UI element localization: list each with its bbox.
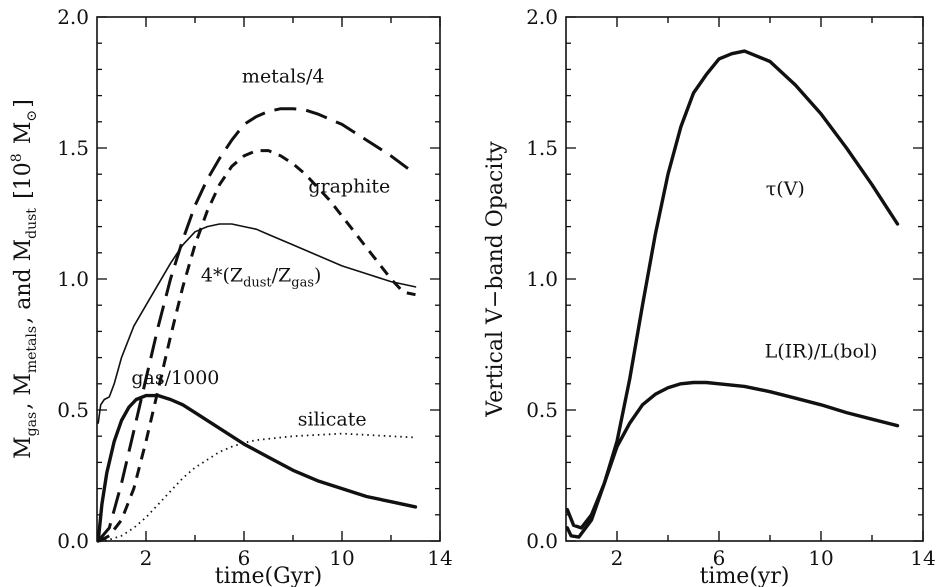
left-label-zratio: 4*(Zdust/Zgas) — [201, 265, 322, 291]
right-x-axis-title: time(yr) — [700, 564, 790, 587]
right-label-lir: L(IR)/L(bol) — [765, 341, 878, 363]
right-panel: 2 6 10 14 0.0 0.5 1.0 1.5 2.0 time(yr) Vertical V−… — [483, 5, 936, 587]
left-x-tick-label: 6 — [238, 546, 251, 570]
right-series-lir-line — [565, 380, 900, 539]
left-x-axis-title: time(Gyr) — [215, 564, 322, 587]
left-series-zratio-line — [97, 223, 417, 424]
left-y-tick-label: 1.0 — [57, 267, 89, 291]
right-y-tick-label: 2.0 — [526, 5, 558, 29]
right-x-tick-label: 14 — [910, 546, 935, 570]
right-y-tick-label: 1.5 — [526, 136, 558, 160]
right-y-axis-title: Vertical V−band Opacity — [483, 141, 508, 418]
right-y-tick-label: 1.0 — [526, 267, 558, 291]
left-series-gas-line — [96, 393, 418, 543]
left-series-graphite-line — [98, 149, 416, 543]
left-panel: 2 6 10 14 0.0 0.5 1.0 1.5 2.0 time(Gyr) Mgas , Mme… — [9, 5, 453, 587]
right-label-tau: τ(V) — [766, 178, 805, 200]
left-label-graphite: graphite — [308, 176, 390, 198]
left-y-tick-label: 2.0 — [57, 5, 89, 29]
left-series-metals-line — [97, 107, 417, 542]
left-y-axis-title: Mgas , Mmetals , and Mdust [108 M⊙ ] — [9, 99, 40, 459]
right-x-tick-label: 6 — [713, 546, 726, 570]
right-y-tick-label: 0.0 — [526, 529, 558, 553]
left-x-tick-label: 10 — [329, 546, 354, 570]
left-label-silicate: silicate — [298, 409, 367, 431]
right-x-tick-label: 10 — [808, 546, 833, 570]
right-x-tick-label: 2 — [611, 546, 624, 570]
left-y-tick-label: 0.0 — [57, 529, 89, 553]
left-label-metals: metals/4 — [242, 66, 325, 88]
right-y-tick-label: 0.5 — [526, 398, 558, 422]
left-y-tick-label: 0.5 — [57, 398, 89, 422]
left-x-tick-label: 2 — [140, 546, 153, 570]
right-plot-frame — [565, 16, 924, 542]
left-x-tick-label: 14 — [427, 546, 452, 570]
right-series-tau-line — [565, 49, 900, 530]
left-y-tick-label: 1.5 — [57, 136, 89, 160]
left-label-gas: gas/1000 — [131, 367, 219, 389]
